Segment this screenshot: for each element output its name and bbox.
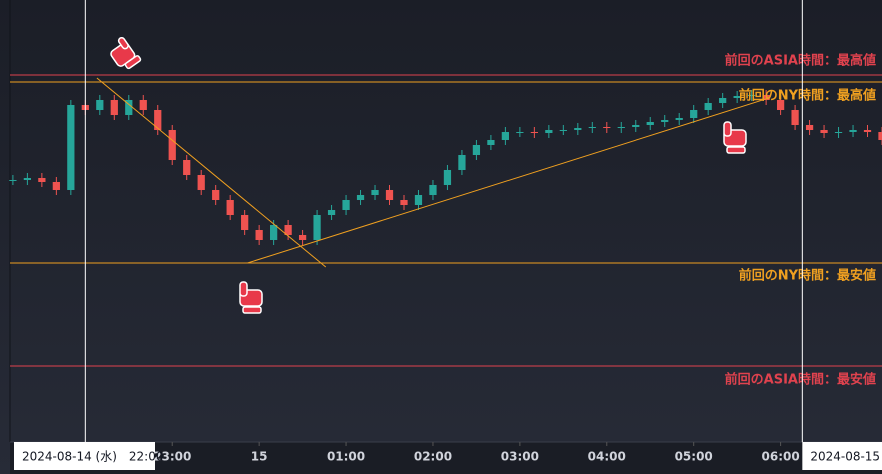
candle-body (183, 160, 191, 175)
candle-body (704, 103, 712, 110)
candle-body (298, 235, 307, 240)
candle-body (661, 120, 669, 122)
candle-body (516, 132, 524, 133)
candle-body (733, 96, 741, 98)
candle-body (588, 127, 596, 128)
candle-body (284, 225, 292, 235)
candle-body (863, 130, 872, 132)
candle-body (255, 230, 263, 240)
candle-body (241, 215, 249, 230)
candle-body (385, 190, 394, 200)
candle-body (38, 178, 46, 182)
level-label: 前回のASIA時間：最高値 (725, 53, 876, 69)
candle-body (443, 170, 452, 185)
candle-body (327, 210, 336, 215)
crosshair-label-box (802, 442, 882, 470)
candle-body (530, 132, 538, 133)
candle-body (574, 128, 582, 130)
candle-body (617, 127, 625, 128)
candle-body (487, 140, 495, 145)
candle-body (110, 100, 118, 115)
candle-body (139, 100, 147, 110)
candle-body (791, 110, 799, 125)
candle-body (342, 200, 350, 210)
x-tick-label: 02:00 (414, 450, 452, 464)
candle-body (226, 200, 234, 215)
candle-body (603, 127, 611, 128)
candle-body (834, 132, 843, 133)
candle-body (67, 105, 75, 190)
candle-body (154, 110, 162, 130)
candle-body (632, 125, 640, 127)
level-label: 前回のNY時間：最安値 (739, 268, 876, 284)
crosshair-label-box (14, 442, 155, 470)
candle-body (675, 118, 683, 120)
candle-body (125, 100, 133, 115)
candle-body (820, 130, 828, 133)
candle-body (168, 130, 176, 160)
candle-body (9, 180, 17, 181)
candle-body (414, 195, 423, 205)
x-tick-label: 15 (251, 450, 268, 464)
hand-icons (110, 36, 747, 314)
candle-body (762, 95, 770, 100)
candle-body (559, 130, 567, 131)
candle-body (748, 95, 756, 96)
candle-body (849, 130, 857, 132)
candle-body (23, 178, 32, 180)
x-tick-label: 06:00 (762, 450, 800, 464)
x-tick-label: 23:00 (153, 450, 191, 464)
level-label: 前回のASIA時間：最安値 (725, 372, 876, 388)
candle-body (52, 182, 60, 190)
candle-body (646, 122, 654, 125)
candle-body (371, 190, 379, 195)
candle-body (501, 132, 510, 140)
crosshair-label: 2024-08-15 (木 (810, 450, 882, 464)
candle-body (472, 145, 481, 155)
candle-body (545, 130, 553, 133)
candle-body (776, 100, 785, 110)
x-tick-label: 04:00 (588, 450, 626, 464)
candle-body (96, 100, 104, 110)
crosshair-label: 2024-08-14 (水) 22:00 (22, 450, 164, 464)
candle-body (719, 98, 727, 103)
candle-body (458, 155, 466, 170)
candle-body (805, 125, 814, 130)
x-tick-label: 03:00 (501, 450, 539, 464)
candle-body (429, 185, 437, 195)
trend-line (96, 77, 327, 268)
candle-body (400, 200, 408, 205)
candle-body (356, 195, 365, 200)
candle-body (270, 225, 278, 240)
x-tick-label: 01:00 (327, 450, 365, 464)
level-label: 前回のNY時間：最高値 (739, 88, 876, 104)
time-axis (10, 442, 882, 474)
candle-body (197, 175, 205, 190)
candle-body (690, 110, 698, 118)
candle-body (878, 132, 882, 140)
trend-line (247, 97, 770, 264)
x-tick-label: 05:00 (675, 450, 713, 464)
candle-body (212, 190, 220, 200)
candle-body (313, 215, 321, 240)
